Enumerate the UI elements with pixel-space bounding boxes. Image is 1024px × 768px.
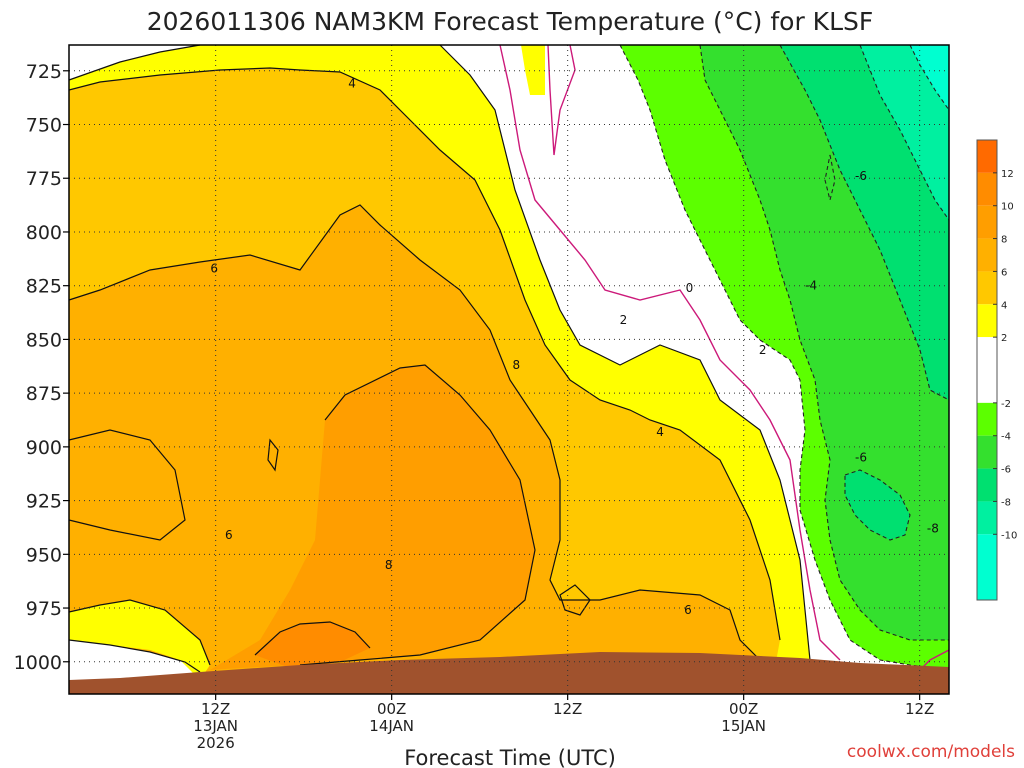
colorbar-band-6 xyxy=(977,337,997,403)
contour-label-1: 6 xyxy=(210,261,218,275)
contour-zero-1 xyxy=(547,44,576,156)
colorbar-label-8: -6 xyxy=(1001,465,1011,476)
contour-solid-6 xyxy=(68,599,211,666)
band-minus-10 xyxy=(910,45,949,110)
band-2-4-low xyxy=(69,600,210,680)
y-tick-label-875: 875 xyxy=(26,383,62,405)
y-tick-label-825: 825 xyxy=(26,276,62,298)
contour-labels: 4 6 8 2 0 2 4 6 8 6 -6 -4 -6 -8 xyxy=(210,77,938,618)
y-tick-label-775: 775 xyxy=(26,168,62,190)
colorbar-band-9 xyxy=(977,468,997,502)
band-8-10 xyxy=(210,365,535,670)
contour-solid-9 xyxy=(267,438,279,472)
colorbar-band-8 xyxy=(977,435,997,469)
colorbar-border xyxy=(976,139,998,601)
chart-title: 2026011306 NAM3KM Forecast Temperature (… xyxy=(147,7,874,36)
contour-solid-2 xyxy=(68,67,781,641)
colorbar: 12 10 8 6 4 2 -2 -4 -6 -8 -10 xyxy=(976,139,1017,601)
y-tick-label-1000: 1000 xyxy=(14,652,62,674)
colorbar-band-0 xyxy=(977,140,997,173)
contour-dashed-5 xyxy=(909,44,950,111)
band-minus-8-10 xyxy=(860,45,949,220)
colorbar-band-5 xyxy=(977,304,997,338)
contour-solid-7 xyxy=(68,639,201,673)
contour-label-11: -4 xyxy=(805,279,817,293)
contour-label-12: -6 xyxy=(855,451,867,465)
contour-zero-0 xyxy=(499,44,841,661)
colorbar-label-6: -2 xyxy=(1001,399,1011,410)
contour-solid-3 xyxy=(68,204,761,661)
x-tick-label-0-2: 2026 xyxy=(197,734,235,752)
colorbar-label-0: 12 xyxy=(1001,169,1014,180)
contour-solid-5 xyxy=(254,621,371,656)
x-tick-label-36-0: 00Z xyxy=(729,700,758,718)
y-tick-label-800: 800 xyxy=(26,222,62,244)
terrain xyxy=(69,652,949,694)
contour-label-8: 8 xyxy=(385,558,393,572)
y-tick-label-925: 925 xyxy=(26,491,62,513)
colorbar-label-2: 8 xyxy=(1001,235,1007,246)
temperature-fills xyxy=(69,45,949,694)
colorbar-label-9: -8 xyxy=(1001,497,1011,508)
y-tick-label-725: 725 xyxy=(26,61,62,83)
x-tick-label-0-1: 13JAN xyxy=(193,717,238,735)
contour-label-4: 0 xyxy=(686,281,694,295)
contour-label-9: 6 xyxy=(684,603,692,617)
x-tick-label-48-0: 12Z xyxy=(905,700,934,718)
contour-label-2: 8 xyxy=(513,358,521,372)
watermark: coolwx.com/models xyxy=(847,742,1015,762)
contour-label-5: 2 xyxy=(759,343,767,357)
colorbar-band-2 xyxy=(977,205,997,239)
contour-solid-4 xyxy=(299,364,536,666)
x-tick-label-12-0: 00Z xyxy=(377,700,406,718)
x-tick-label-0-0: 12Z xyxy=(201,700,230,718)
y-axis: 725 750 775 800 825 850 875 900 925 950 975 1000 xyxy=(14,61,69,674)
contour-solid-10 xyxy=(559,584,591,616)
band-2-4-upper xyxy=(521,45,545,95)
colorbar-band-7 xyxy=(977,402,997,436)
colorbar-label-10: -10 xyxy=(1001,530,1017,541)
contour-solid-8 xyxy=(68,429,186,541)
contour-dashed-6 xyxy=(824,154,836,201)
colorbar-label-5: 2 xyxy=(1001,333,1007,344)
contour-label-3: 2 xyxy=(620,313,628,327)
x-tick-label-12-1: 14JAN xyxy=(369,717,414,735)
contour-label-6: 4 xyxy=(656,425,664,439)
colorbar-label-4: 4 xyxy=(1001,300,1007,311)
contour-solid-1 xyxy=(439,44,811,661)
terrain-fill xyxy=(69,652,949,694)
y-tick-label-900: 900 xyxy=(26,437,62,459)
contour-dashed-4 xyxy=(859,44,950,221)
contour-label-7: 6 xyxy=(225,528,233,542)
plot-border xyxy=(68,44,950,695)
band-10-12 xyxy=(255,622,370,668)
y-tick-label-975: 975 xyxy=(26,598,62,620)
contour-dashed-3 xyxy=(844,469,911,541)
colorbar-label-1: 10 xyxy=(1001,202,1014,213)
contour-label-0: 4 xyxy=(348,77,356,91)
colorbar-band-1 xyxy=(977,172,997,206)
contour-label-10: -6 xyxy=(855,169,867,183)
y-tick-label-750: 750 xyxy=(26,115,62,137)
colorbar-band-11 xyxy=(977,534,997,600)
colorbar-label-3: 6 xyxy=(1001,267,1007,278)
band-minus-6-8-pocket xyxy=(845,470,910,540)
contour-label-13: -8 xyxy=(927,522,939,536)
contour-dashed-1 xyxy=(699,44,949,641)
x-axis-label: Forecast Time (UTC) xyxy=(404,746,616,768)
x-tick-label-36-1: 15JAN xyxy=(721,717,766,735)
y-tick-label-950: 950 xyxy=(26,544,62,566)
x-tick-label-24-0: 12Z xyxy=(553,700,582,718)
colorbar-band-4 xyxy=(977,271,997,305)
gridlines xyxy=(69,45,949,694)
y-tick-label-850: 850 xyxy=(26,329,62,351)
colorbar-band-3 xyxy=(977,238,997,272)
colorbar-band-10 xyxy=(977,501,997,535)
contour-dashed-2 xyxy=(779,44,950,401)
plot-frame xyxy=(68,44,950,695)
colorbar-label-7: -4 xyxy=(1001,432,1011,443)
